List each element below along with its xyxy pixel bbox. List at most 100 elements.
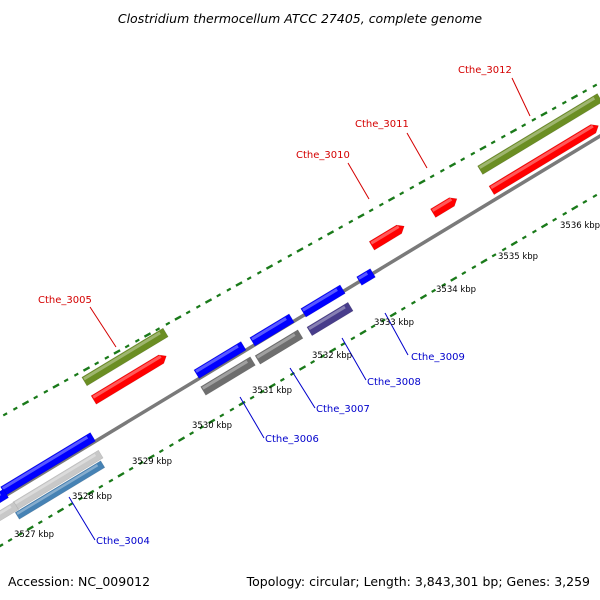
tick-mark xyxy=(104,355,110,360)
scale-label: 3530 kbp xyxy=(192,421,232,431)
scale-label: 3534 kbp xyxy=(436,285,476,295)
scale-label: 3533 kbp xyxy=(374,318,414,328)
tick-mark xyxy=(219,413,225,418)
gene-label: Cthe_3012 xyxy=(458,65,512,76)
tick-mark xyxy=(378,202,384,207)
forward-cds-feature xyxy=(368,224,405,251)
tick-mark xyxy=(177,436,186,443)
tick-mark xyxy=(540,222,549,229)
tick-mark xyxy=(138,460,144,465)
forward-rna-feature-highlight xyxy=(83,331,161,381)
outer-tick-track xyxy=(2,83,598,417)
tick-mark xyxy=(78,496,84,501)
forward-rna-feature xyxy=(81,327,169,387)
reverse-gray-feature xyxy=(200,356,256,396)
tick-mark xyxy=(399,191,405,196)
forward-cds-feature xyxy=(430,197,458,218)
tick-mark xyxy=(531,229,537,234)
tick-mark xyxy=(348,219,354,224)
tick-mark xyxy=(552,217,558,222)
reverse-gray-feature-highlight xyxy=(0,505,12,518)
forward-cds-feature xyxy=(90,354,167,405)
tick-mark xyxy=(33,395,39,400)
tick-mark xyxy=(531,117,537,122)
tick-mark xyxy=(501,247,507,252)
tick-mark xyxy=(480,258,488,265)
inner-tick-track xyxy=(0,193,598,548)
leader-lines xyxy=(68,77,531,541)
tick-mark xyxy=(204,298,213,304)
backbone-line xyxy=(0,134,600,501)
genome-title: Clostridium thermocellum ATCC 27405, com… xyxy=(118,11,483,26)
tick-mark xyxy=(338,225,344,230)
leader-line xyxy=(347,162,370,200)
gene-label: Cthe_3004 xyxy=(96,536,150,547)
reverse-cds-feature-shape xyxy=(249,313,295,347)
leader-line xyxy=(511,77,531,117)
gene-label: Cthe_3008 xyxy=(367,377,421,388)
tick-mark xyxy=(37,520,43,525)
tick-mark xyxy=(155,327,161,332)
gene-label: Cthe_3009 xyxy=(411,352,465,363)
tick-mark xyxy=(185,310,191,315)
reverse-gray-feature-shape xyxy=(254,329,304,365)
tick-mark xyxy=(460,157,466,162)
reverse-cds-feature-shape xyxy=(300,284,346,318)
tick-mark xyxy=(195,304,201,309)
reverse-cds-feature xyxy=(356,268,376,286)
gene-label: Cthe_3007 xyxy=(316,404,370,415)
accession-text: Accession: NC_009012 xyxy=(8,574,150,589)
tick-mark xyxy=(409,185,415,190)
tick-mark xyxy=(479,145,487,151)
reverse-cds-feature-highlight xyxy=(1,435,89,490)
tick-mark xyxy=(235,281,243,287)
tick-mark xyxy=(570,94,579,100)
tick-mark xyxy=(147,454,155,460)
genome-summary-text: Topology: circular; Length: 3,843,301 bp… xyxy=(246,574,590,589)
tick-mark xyxy=(400,306,406,311)
tick-mark xyxy=(431,288,437,293)
tick-mark xyxy=(326,230,335,236)
reverse-gray-feature-shape xyxy=(0,501,19,523)
tick-mark xyxy=(73,372,79,377)
scale-label: 3535 kbp xyxy=(498,252,538,262)
tick-mark xyxy=(2,412,8,417)
tick-mark xyxy=(582,199,588,204)
tick-mark xyxy=(389,311,397,318)
tick-mark xyxy=(359,329,367,336)
forward-rna-feature-highlight xyxy=(478,96,596,169)
tick-mark xyxy=(113,349,121,355)
tick-mark xyxy=(189,431,195,436)
tick-mark xyxy=(317,236,323,241)
tick-mark xyxy=(56,507,65,514)
tick-mark xyxy=(448,162,457,168)
tick-mark xyxy=(441,282,447,287)
tick-mark xyxy=(165,321,171,326)
tick-mark xyxy=(491,253,497,258)
tick-mark xyxy=(410,300,416,305)
tick-mark xyxy=(94,361,100,366)
tick-mark xyxy=(47,514,53,519)
tick-mark xyxy=(418,179,426,185)
tick-mark xyxy=(298,365,307,371)
tick-mark xyxy=(450,276,458,282)
tick-mark xyxy=(87,489,95,496)
tick-mark xyxy=(43,389,49,394)
reverse-cds-feature-shape xyxy=(0,488,9,506)
tick-mark xyxy=(256,270,262,275)
tick-mark xyxy=(500,134,506,139)
tick-mark xyxy=(68,502,74,507)
tick-mark xyxy=(249,395,255,400)
tick-mark xyxy=(63,378,69,383)
tick-mark xyxy=(277,259,283,264)
leader-line xyxy=(341,337,367,381)
tick-mark xyxy=(357,213,365,219)
tick-mark xyxy=(174,315,182,321)
reverse-cds-feature-highlight xyxy=(302,288,338,312)
tick-mark xyxy=(259,389,265,394)
tick-mark xyxy=(592,193,598,198)
scale-labels: 3527 kbp 3528 kbp 3529 kbp 3530 kbp 3531… xyxy=(14,221,600,540)
gene-label: Cthe_3005 xyxy=(38,295,92,306)
reverse-gray-feature-highlight xyxy=(14,453,97,505)
forward-rna-feature-shape xyxy=(81,327,169,387)
